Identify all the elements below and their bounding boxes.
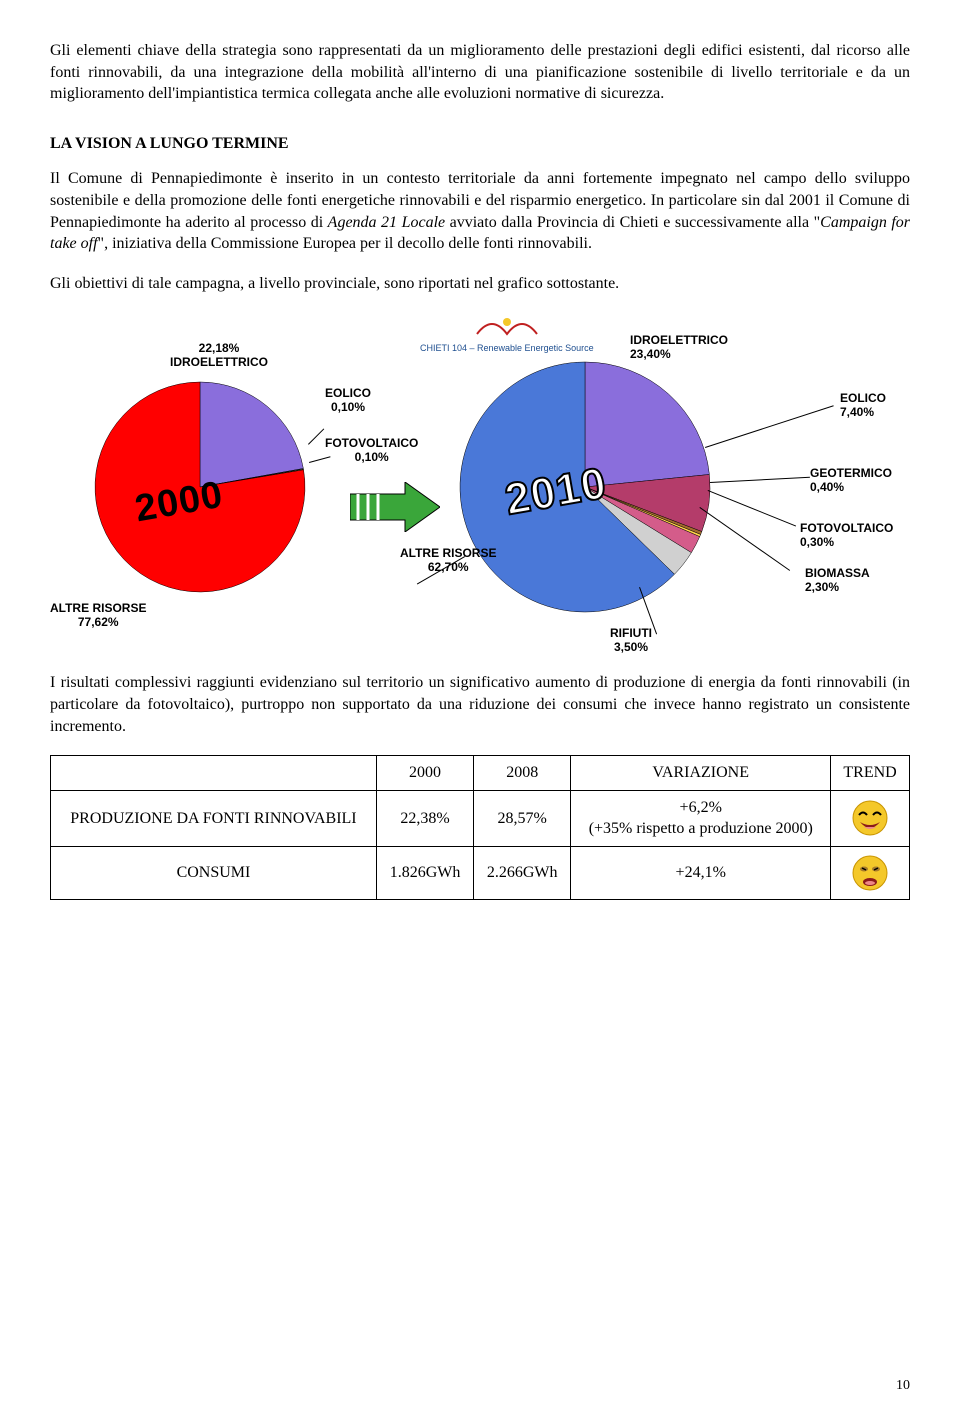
- cell-trend-happy: [831, 790, 910, 846]
- cell-2000: 1.826GWh: [376, 846, 473, 899]
- campaign-logo: CHIETI 104 – Renewable Energetic Source: [420, 312, 594, 354]
- lbl-2010-altre: ALTRE RISORSE 62,70%: [400, 547, 496, 575]
- vision-text-e: ", iniziativa della Commissione Europea …: [98, 235, 592, 252]
- th-2000: 2000: [376, 756, 473, 791]
- th-trend: TREND: [831, 756, 910, 791]
- lbl-2010-eolico: EOLICO 7,40%: [840, 392, 886, 420]
- th-variazione: VARIAZIONE: [571, 756, 831, 791]
- leader-2000-eolico: [308, 429, 324, 445]
- row-label: CONSUMI: [51, 846, 377, 899]
- cell-2008: 28,57%: [474, 790, 571, 846]
- vision-text-c: avviato dalla Provincia di Chieti e succ…: [445, 214, 820, 231]
- pie-comparison-chart: CHIETI 104 – Renewable Energetic Source …: [50, 312, 910, 662]
- chart-caption: Gli obiettivi di tale campagna, a livell…: [50, 273, 910, 295]
- table-row: CONSUMI 1.826GWh 2.266GWh +24,1%: [51, 846, 910, 899]
- cell-2008: 2.266GWh: [474, 846, 571, 899]
- leader-2010-geo: [710, 477, 810, 483]
- cell-variazione: +24,1%: [571, 846, 831, 899]
- logo-text: CHIETI 104 – Renewable Energetic Source: [420, 343, 594, 353]
- lbl-2010-bio: BIOMASSA 2,30%: [805, 567, 870, 595]
- lbl-2000-eolico: EOLICO 0,10%: [325, 387, 371, 415]
- lbl-2000-altre: ALTRE RISORSE 77,62%: [50, 602, 146, 630]
- cell-trend-sad: [831, 846, 910, 899]
- agenda-italic: Agenda 21 Locale: [328, 214, 445, 231]
- vision-paragraph: Il Comune di Pennapiedimonte è inserito …: [50, 168, 910, 254]
- th-2008: 2008: [474, 756, 571, 791]
- sad-face-icon: [850, 853, 890, 893]
- happy-face-icon: [850, 798, 890, 838]
- lbl-2010-rifiuti: RIFIUTI 3,50%: [610, 627, 652, 655]
- th-empty: [51, 756, 377, 791]
- vision-heading: LA VISION A LUNGO TERMINE: [50, 133, 910, 155]
- results-table: 2000 2008 VARIAZIONE TREND PRODUZIONE DA…: [50, 755, 910, 900]
- lbl-2010-foto: FOTOVOLTAICO 0,30%: [800, 522, 893, 550]
- lbl-2000-idro: 22,18% IDROELETTRICO: [170, 342, 268, 370]
- intro-paragraph: Gli elementi chiave della strategia sono…: [50, 40, 910, 105]
- table-header-row: 2000 2008 VARIAZIONE TREND: [51, 756, 910, 791]
- table-row: PRODUZIONE DA FONTI RINNOVABILI 22,38% 2…: [51, 790, 910, 846]
- leader-2010-eolico: [705, 406, 834, 449]
- transition-arrow-icon: [350, 482, 440, 539]
- cell-variazione: +6,2% (+35% rispetto a produzione 2000): [571, 790, 831, 846]
- lbl-2010-idro: IDROELETTRICO 23,40%: [630, 334, 728, 362]
- page-number: 10: [896, 1377, 910, 1396]
- row-label: PRODUZIONE DA FONTI RINNOVABILI: [51, 790, 377, 846]
- lbl-2000-foto: FOTOVOLTAICO 0,10%: [325, 437, 418, 465]
- cell-2000: 22,38%: [376, 790, 473, 846]
- lbl-2010-geo: GEOTERMICO 0,40%: [810, 467, 892, 495]
- results-paragraph: I risultati complessivi raggiunti eviden…: [50, 672, 910, 737]
